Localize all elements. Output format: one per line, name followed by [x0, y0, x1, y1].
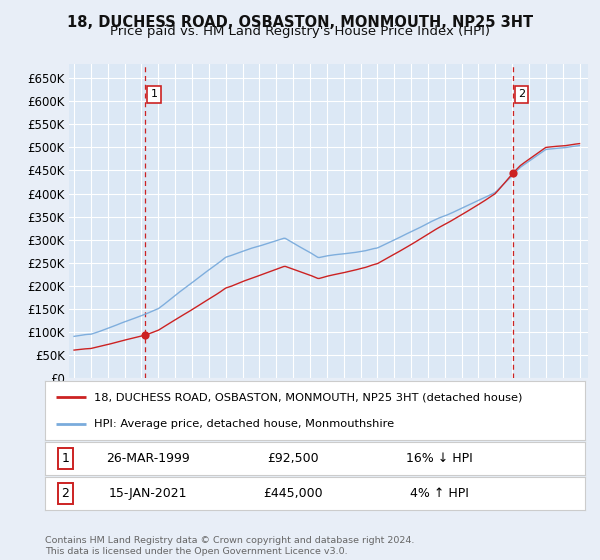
Text: 4% ↑ HPI: 4% ↑ HPI [410, 487, 469, 500]
Point [508, 169, 518, 178]
Text: 16% ↓ HPI: 16% ↓ HPI [406, 452, 473, 465]
Text: £92,500: £92,500 [268, 452, 319, 465]
Text: 2: 2 [62, 487, 70, 500]
Point [140, 331, 150, 340]
Text: Price paid vs. HM Land Registry's House Price Index (HPI): Price paid vs. HM Land Registry's House … [110, 25, 490, 38]
Text: £445,000: £445,000 [263, 487, 323, 500]
Text: 1: 1 [62, 452, 70, 465]
Text: 15-JAN-2021: 15-JAN-2021 [109, 487, 187, 500]
Text: 2: 2 [518, 90, 525, 99]
Text: 18, DUCHESS ROAD, OSBASTON, MONMOUTH, NP25 3HT: 18, DUCHESS ROAD, OSBASTON, MONMOUTH, NP… [67, 15, 533, 30]
Text: 18, DUCHESS ROAD, OSBASTON, MONMOUTH, NP25 3HT (detached house): 18, DUCHESS ROAD, OSBASTON, MONMOUTH, NP… [94, 392, 522, 402]
Text: Contains HM Land Registry data © Crown copyright and database right 2024.
This d: Contains HM Land Registry data © Crown c… [45, 536, 415, 556]
Text: 1: 1 [151, 90, 157, 99]
Text: HPI: Average price, detached house, Monmouthshire: HPI: Average price, detached house, Monm… [94, 419, 394, 429]
Text: 26-MAR-1999: 26-MAR-1999 [106, 452, 190, 465]
